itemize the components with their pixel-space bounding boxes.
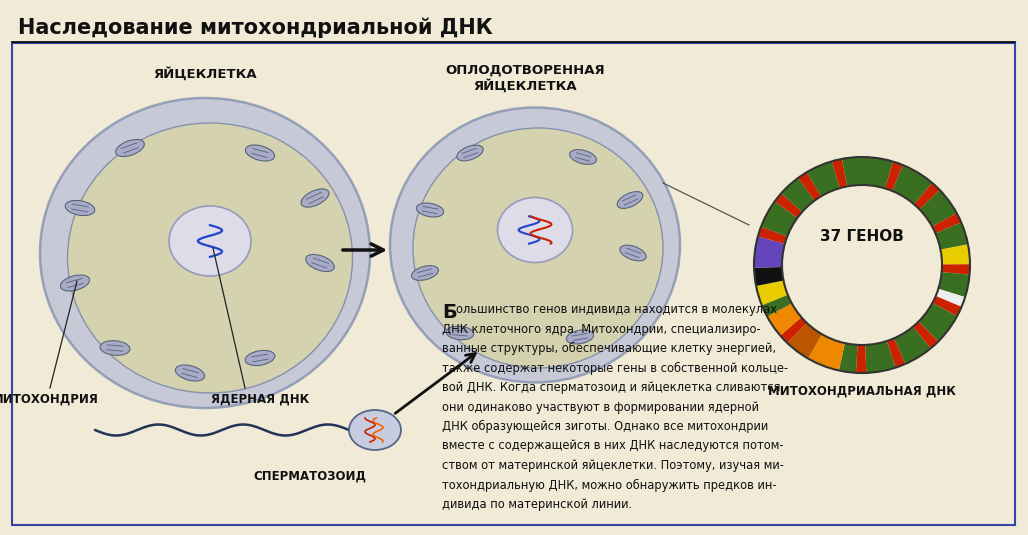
Ellipse shape — [305, 255, 334, 272]
Wedge shape — [939, 272, 969, 297]
Ellipse shape — [245, 350, 274, 365]
Ellipse shape — [413, 128, 663, 368]
Text: тохондриальную ДНК, можно обнаружить предков ин-: тохондриальную ДНК, можно обнаружить пре… — [442, 478, 776, 492]
Ellipse shape — [456, 145, 483, 161]
Wedge shape — [894, 327, 930, 364]
Wedge shape — [862, 157, 893, 188]
Wedge shape — [780, 317, 807, 343]
Text: МИТОХОНДРИЯ: МИТОХОНДРИЯ — [0, 393, 99, 406]
Wedge shape — [798, 172, 821, 201]
Ellipse shape — [176, 365, 205, 381]
Wedge shape — [839, 343, 857, 373]
Text: ДНК клеточного ядра. Митохондрии, специализиро-: ДНК клеточного ядра. Митохондрии, специа… — [442, 323, 761, 335]
Text: вместе с содержащейся в них ДНК наследуются потом-: вместе с содержащейся в них ДНК наследую… — [442, 439, 783, 453]
Text: 37 ГЕНОВ: 37 ГЕНОВ — [820, 230, 904, 244]
Ellipse shape — [301, 189, 329, 207]
Wedge shape — [832, 159, 847, 188]
Ellipse shape — [416, 203, 444, 217]
Ellipse shape — [61, 275, 89, 291]
Wedge shape — [808, 334, 845, 371]
Wedge shape — [935, 223, 968, 250]
Wedge shape — [913, 322, 939, 348]
Ellipse shape — [68, 123, 353, 393]
Ellipse shape — [40, 98, 370, 408]
Wedge shape — [754, 236, 784, 268]
Wedge shape — [767, 303, 802, 335]
Ellipse shape — [390, 108, 680, 383]
Wedge shape — [941, 244, 970, 264]
Ellipse shape — [116, 140, 144, 157]
Wedge shape — [761, 202, 798, 236]
Text: они одинаково участвуют в формировании ядерной: они одинаково участвуют в формировании я… — [442, 401, 759, 414]
Text: Б: Б — [442, 303, 456, 322]
Wedge shape — [807, 161, 840, 196]
Ellipse shape — [566, 330, 593, 344]
Text: ЯЙЦЕКЛЕТКА: ЯЙЦЕКЛЕТКА — [153, 67, 257, 81]
Text: ДНК образующейся зиготы. Однако все митохондрии: ДНК образующейся зиготы. Однако все мито… — [442, 420, 768, 433]
Wedge shape — [866, 341, 895, 373]
Ellipse shape — [169, 206, 251, 276]
Wedge shape — [842, 157, 862, 186]
Wedge shape — [775, 193, 802, 218]
Wedge shape — [754, 267, 783, 286]
Wedge shape — [787, 323, 822, 358]
Wedge shape — [781, 178, 814, 212]
Wedge shape — [856, 345, 867, 373]
Text: ванные структуры, обеспечивающие клетку энергией,: ванные структуры, обеспечивающие клетку … — [442, 342, 776, 355]
Wedge shape — [919, 303, 957, 341]
Ellipse shape — [65, 201, 95, 216]
Wedge shape — [756, 280, 787, 305]
Text: вой ДНК. Когда сперматозоид и яйцеклетка сливаются,: вой ДНК. Когда сперматозоид и яйцеклетка… — [442, 381, 784, 394]
Circle shape — [782, 185, 942, 345]
Ellipse shape — [498, 197, 573, 263]
Wedge shape — [762, 295, 792, 317]
Wedge shape — [932, 213, 961, 233]
Wedge shape — [935, 289, 965, 307]
Text: МИТОХОНДРИАЛЬНАЯ ДНК: МИТОХОНДРИАЛЬНАЯ ДНК — [768, 385, 956, 398]
Wedge shape — [892, 165, 932, 204]
Ellipse shape — [246, 145, 274, 161]
Text: дивида по материнской линии.: дивида по материнской линии. — [442, 498, 632, 511]
Ellipse shape — [348, 410, 401, 450]
Wedge shape — [885, 162, 903, 191]
Ellipse shape — [570, 150, 596, 164]
Text: также содержат некоторые гены в собственной кольце-: также содержат некоторые гены в собствен… — [442, 362, 788, 374]
Text: Наследование митохондриальной ДНК: Наследование митохондриальной ДНК — [19, 17, 492, 37]
Text: ЯДЕРНАЯ ДНК: ЯДЕРНАЯ ДНК — [211, 393, 309, 406]
Ellipse shape — [617, 192, 642, 209]
Ellipse shape — [100, 341, 130, 355]
Wedge shape — [887, 338, 906, 368]
Wedge shape — [758, 227, 787, 244]
Text: ольшинство генов индивида находится в молекулах: ольшинство генов индивида находится в мо… — [456, 303, 777, 316]
Text: ством от материнской яйцеклетки. Поэтому, изучая ми-: ством от материнской яйцеклетки. Поэтому… — [442, 459, 784, 472]
Ellipse shape — [446, 326, 474, 340]
Ellipse shape — [411, 266, 438, 280]
Text: ОПЛОДОТВОРЕННАЯ
ЯЙЦЕКЛЕТКА: ОПЛОДОТВОРЕННАЯ ЯЙЦЕКЛЕТКА — [445, 63, 604, 93]
Ellipse shape — [620, 245, 647, 261]
Wedge shape — [932, 296, 961, 316]
Text: СПЕРМАТОЗОИД: СПЕРМАТОЗОИД — [254, 470, 367, 483]
Wedge shape — [914, 183, 940, 210]
Wedge shape — [942, 264, 970, 274]
Wedge shape — [920, 190, 957, 226]
